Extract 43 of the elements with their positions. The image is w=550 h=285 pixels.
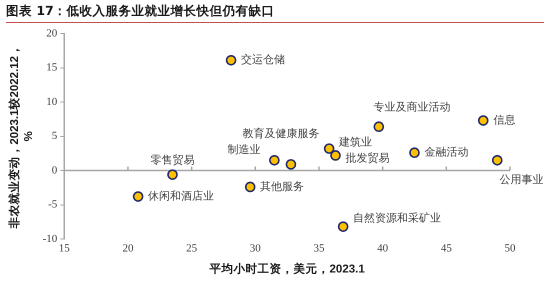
annotation: 专业及商业活动 <box>373 100 450 114</box>
y-tick-label: -5 <box>48 198 58 211</box>
point <box>269 154 280 166</box>
annotation: 金融活动 <box>424 146 468 159</box>
annotation: 零售贸易 <box>150 154 195 166</box>
point <box>374 121 384 132</box>
y-tick-label: 0 <box>52 164 58 176</box>
point <box>409 147 420 158</box>
annotation: 信息 <box>493 113 516 126</box>
annotation: 批发贸易 <box>346 151 390 164</box>
point <box>286 159 296 170</box>
point <box>132 191 144 202</box>
x-axis-title: 平均小时工资，美元，2023.1 <box>208 261 366 276</box>
annotation: 交运仓储 <box>241 53 286 66</box>
point <box>244 182 256 192</box>
point <box>330 150 341 161</box>
annotation: 建筑业 <box>338 135 372 148</box>
x-tick-label: 30 <box>250 242 262 254</box>
y-tick-label: 5 <box>52 130 58 142</box>
x-tick-label: 35 <box>313 242 325 254</box>
annotation: 其他服务 <box>260 180 304 193</box>
point <box>167 169 178 180</box>
annotation: 教育及健康服务 <box>242 127 320 140</box>
y-axis-title: 非农就业变动，2023.1较2022.12，% <box>7 44 35 230</box>
point <box>492 154 503 166</box>
annotation: 制造业 <box>227 143 260 156</box>
annotation: 公用事业 <box>499 173 544 186</box>
x-tick-label: 20 <box>122 242 134 254</box>
x-tick-label: 50 <box>504 242 516 254</box>
point <box>478 115 489 126</box>
point <box>338 221 348 232</box>
x-tick-label: 45 <box>440 242 452 254</box>
chart-title: 图表 17：低收入服务业就业增长快但仍有缺口 <box>6 3 544 23</box>
annotation: 休闲和酒店业 <box>148 189 214 202</box>
point <box>226 55 236 66</box>
point <box>324 143 334 154</box>
y-tick-label: 15 <box>46 62 58 74</box>
x-tick-label: 25 <box>186 242 198 254</box>
y-tick-label: 20 <box>46 27 58 40</box>
annotation: 自然资源和采矿业 <box>353 212 442 225</box>
y-tick-label: 10 <box>46 96 58 108</box>
y-tick-label: -10 <box>42 232 58 245</box>
x-tick-label: 40 <box>377 242 389 254</box>
